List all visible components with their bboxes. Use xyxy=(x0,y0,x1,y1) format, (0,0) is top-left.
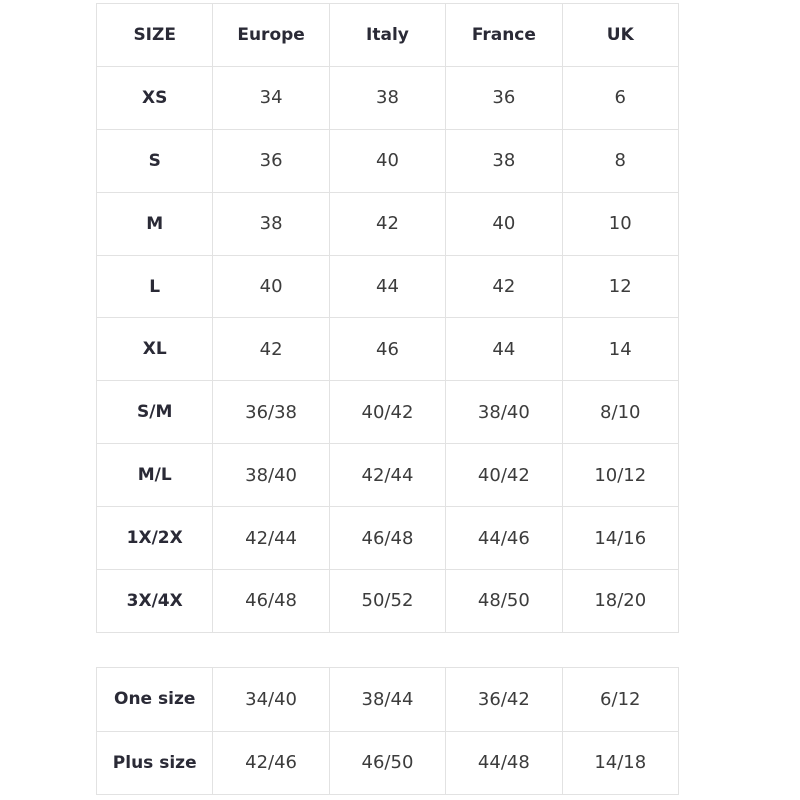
table-row: L 40 44 42 12 xyxy=(95,254,679,319)
table-cell: 40/42 xyxy=(445,443,563,508)
table-cell: 42/44 xyxy=(212,506,330,571)
row-header: S xyxy=(95,128,214,193)
row-header: M/L xyxy=(95,443,214,508)
row-header: One size xyxy=(95,667,214,732)
table-cell: 38/40 xyxy=(212,443,330,508)
table-cell: 38 xyxy=(445,128,563,193)
table-cell: 42/44 xyxy=(328,443,447,508)
table-row: 3X/4X 46/48 50/52 48/50 18/20 xyxy=(95,569,679,633)
table-cell: 42/46 xyxy=(212,730,330,795)
table-cell: 36/38 xyxy=(212,380,330,445)
column-header: Europe xyxy=(212,3,330,67)
table-cell: 14/18 xyxy=(561,730,679,795)
size-conversion-table: SIZE Europe Italy France UK XS 34 38 36 6 S 36 40 38 8… xyxy=(95,3,679,633)
table-cell: 40 xyxy=(212,254,330,319)
table-cell: 6 xyxy=(561,65,679,130)
table-cell: 46/48 xyxy=(212,569,330,633)
table-cell: 38 xyxy=(328,65,447,130)
table-row: One size 34/40 38/44 36/42 6/12 xyxy=(95,667,679,732)
table-cell: 8 xyxy=(561,128,679,193)
table-cell: 12 xyxy=(561,254,679,319)
table-cell: 42 xyxy=(445,254,563,319)
table-cell: 38/44 xyxy=(328,667,447,732)
table-cell: 46/50 xyxy=(328,730,447,795)
table-cell: 34 xyxy=(212,65,330,130)
column-header: SIZE xyxy=(95,3,214,67)
table-cell: 10 xyxy=(561,191,679,256)
table-cell: 8/10 xyxy=(561,380,679,445)
table-cell: 44/48 xyxy=(445,730,563,795)
row-header: XL xyxy=(95,317,214,382)
table-cell: 38/40 xyxy=(445,380,563,445)
table-cell: 18/20 xyxy=(561,569,679,633)
table-cell: 46/48 xyxy=(328,506,447,571)
table-cell: 42 xyxy=(212,317,330,382)
table-cell: 38 xyxy=(212,191,330,256)
table-cell: 40/42 xyxy=(328,380,447,445)
table-row: S 36 40 38 8 xyxy=(95,128,679,193)
table-cell: 40 xyxy=(328,128,447,193)
size-range-table: One size 34/40 38/44 36/42 6/12 Plus size 42/4… xyxy=(95,667,679,795)
table-cell: 44 xyxy=(328,254,447,319)
row-header: S/M xyxy=(95,380,214,445)
row-header: 3X/4X xyxy=(95,569,214,633)
table-row: XS 34 38 36 6 xyxy=(95,65,679,130)
table-row: Plus size 42/46 46/50 44/48 14/18 xyxy=(95,730,679,795)
table-row: 1X/2X 42/44 46/48 44/46 14/16 xyxy=(95,506,679,571)
table-cell: 44/46 xyxy=(445,506,563,571)
table-cell: 46 xyxy=(328,317,447,382)
table-cell: 40 xyxy=(445,191,563,256)
table-row: M 38 42 40 10 xyxy=(95,191,679,256)
table-cell: 14 xyxy=(561,317,679,382)
row-header: 1X/2X xyxy=(95,506,214,571)
table-cell: 42 xyxy=(328,191,447,256)
table-cell: 44 xyxy=(445,317,563,382)
table-row: S/M 36/38 40/42 38/40 8/10 xyxy=(95,380,679,445)
table-cell: 50/52 xyxy=(328,569,447,633)
row-header: L xyxy=(95,254,214,319)
table-cell: 10/12 xyxy=(561,443,679,508)
column-header: France xyxy=(445,3,563,67)
header-row: SIZE Europe Italy France UK xyxy=(95,3,679,67)
row-header: M xyxy=(95,191,214,256)
table-cell: 14/16 xyxy=(561,506,679,571)
column-header: Italy xyxy=(328,3,447,67)
table-row: M/L 38/40 42/44 40/42 10/12 xyxy=(95,443,679,508)
table-cell: 6/12 xyxy=(561,667,679,732)
table-cell: 36/42 xyxy=(445,667,563,732)
row-header: XS xyxy=(95,65,214,130)
table-cell: 34/40 xyxy=(212,667,330,732)
row-header: Plus size xyxy=(95,730,214,795)
table-cell: 48/50 xyxy=(445,569,563,633)
table-cell: 36 xyxy=(445,65,563,130)
table-row: XL 42 46 44 14 xyxy=(95,317,679,382)
column-header: UK xyxy=(561,3,679,67)
table-cell: 36 xyxy=(212,128,330,193)
